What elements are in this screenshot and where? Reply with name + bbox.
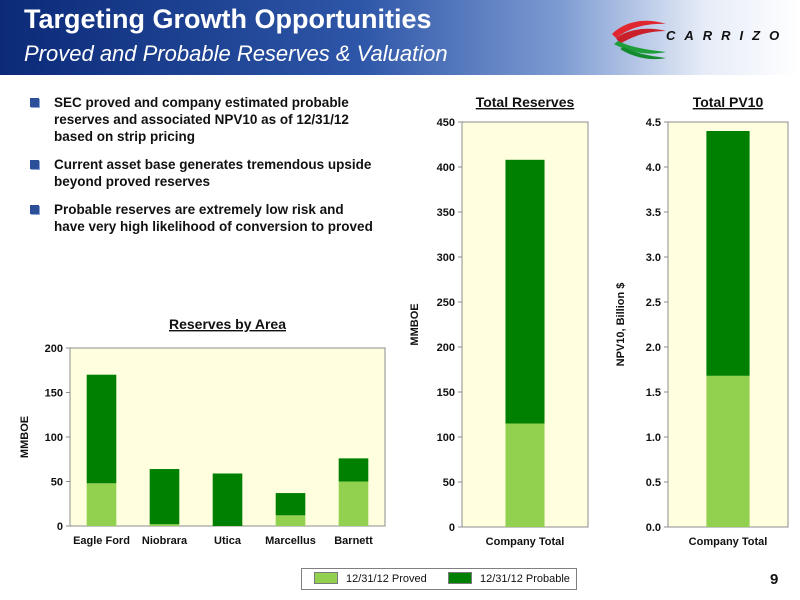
legend-swatch-proved xyxy=(314,572,338,584)
bar-probable xyxy=(338,458,369,482)
bar-proved xyxy=(275,515,306,526)
x-tick-label: Eagle Ford xyxy=(73,535,130,547)
y-tick-label: 50 xyxy=(443,477,455,489)
carrizo-logo: CARRIZO xyxy=(608,14,793,64)
y-tick-label: 3.0 xyxy=(646,252,661,264)
y-tick-label: 400 xyxy=(437,162,455,174)
y-tick-label: 1.0 xyxy=(646,432,661,444)
slide-header: Targeting Growth Opportunities Proved an… xyxy=(0,0,800,75)
logo-text: CARRIZO xyxy=(666,28,789,43)
carrizo-swoosh-logo-icon xyxy=(612,20,666,60)
bullet-text: SEC proved and company estimated probabl… xyxy=(54,95,349,144)
legend-label-probable: 12/31/12 Probable xyxy=(480,573,570,585)
bullet-square-icon xyxy=(30,160,39,169)
bar-probable xyxy=(275,493,306,516)
x-tick-label: Marcellus xyxy=(265,535,316,547)
slide-subtitle: Proved and Probable Reserves & Valuation xyxy=(24,41,448,66)
bullet-text: Current asset base generates tremendous … xyxy=(54,157,372,189)
x-tick-label: Company Total xyxy=(689,536,768,548)
chart-title: Total PV10 xyxy=(693,94,764,110)
y-tick-label: 3.5 xyxy=(646,207,661,219)
x-tick-label: Utica xyxy=(214,535,242,547)
legend-item-proved: 12/31/12 Proved xyxy=(314,572,427,585)
bar-probable xyxy=(86,374,117,484)
y-tick-label: 300 xyxy=(437,252,455,264)
bar-probable xyxy=(505,159,545,424)
x-tick-label: Niobrara xyxy=(142,535,188,547)
y-tick-label: 0 xyxy=(449,522,455,534)
reserves-by-area-chart: Reserves by Area 0 50 100 150 200 MMBOE Eagle F… xyxy=(19,316,386,547)
y-tick-label: 2.0 xyxy=(646,342,661,354)
bullet-item: SEC proved and company estimated probabl… xyxy=(28,94,378,145)
bullet-item: Current asset base generates tremendous … xyxy=(28,156,378,190)
y-axis-label: NPV10, Billion $ xyxy=(615,283,627,367)
bullet-square-icon xyxy=(30,205,39,214)
bar-probable xyxy=(212,473,243,526)
bullet-square-icon xyxy=(30,98,39,107)
chart-title: Reserves by Area xyxy=(169,316,286,332)
legend-swatch-probable xyxy=(448,572,472,584)
chart-title: Total Reserves xyxy=(476,94,575,110)
total-pv10-chart: Total PV10 0.0 0.5 1.0 1.5 2.0 2.5 3.0 3.5 4.0 4.5… xyxy=(615,94,789,548)
x-tick-label: Barnett xyxy=(334,535,373,547)
bar-proved xyxy=(338,481,369,526)
y-tick-label: 450 xyxy=(437,117,455,129)
bar-proved xyxy=(505,423,545,527)
bar-probable xyxy=(149,469,180,525)
y-tick-label: 0.5 xyxy=(646,477,661,489)
y-tick-label: 350 xyxy=(437,207,455,219)
bar-proved xyxy=(86,483,117,526)
y-tick-label: 1.5 xyxy=(646,387,661,399)
y-tick-label: 150 xyxy=(437,387,455,399)
total-reserves-chart: Total Reserves 0 50 100 150 200 250 300 350 400 45… xyxy=(409,94,589,548)
x-tick-label: Company Total xyxy=(486,536,565,548)
y-tick-label: 100 xyxy=(437,432,455,444)
y-tick-label: 50 xyxy=(51,477,63,489)
y-tick-label: 100 xyxy=(45,432,63,444)
legend-label-proved: 12/31/12 Proved xyxy=(346,573,427,585)
y-tick-label: 150 xyxy=(45,388,63,400)
slide-title: Targeting Growth Opportunities xyxy=(24,4,432,34)
y-tick-label: 0.0 xyxy=(646,522,661,534)
chart-legend: 12/31/12 Proved 12/31/12 Probable xyxy=(301,568,577,590)
y-axis-label: MMBOE xyxy=(409,303,421,345)
y-tick-label: 250 xyxy=(437,297,455,309)
bullet-item: Probable reserves are extremely low risk… xyxy=(28,201,378,235)
bullet-list: SEC proved and company estimated probabl… xyxy=(28,94,378,246)
y-tick-label: 2.5 xyxy=(646,297,661,309)
y-tick-label: 4.5 xyxy=(646,117,661,129)
y-tick-label: 200 xyxy=(437,342,455,354)
bullet-text: Probable reserves are extremely low risk… xyxy=(54,202,373,234)
bar-proved xyxy=(149,524,180,526)
y-tick-label: 0 xyxy=(57,521,63,533)
y-tick-label: 200 xyxy=(45,343,63,355)
y-tick-label: 4.0 xyxy=(646,162,661,174)
page-number: 9 xyxy=(770,571,779,588)
y-axis-label: MMBOE xyxy=(19,416,31,458)
bar-probable xyxy=(706,131,750,376)
legend-item-probable: 12/31/12 Probable xyxy=(448,572,570,585)
bar-proved xyxy=(706,375,750,527)
